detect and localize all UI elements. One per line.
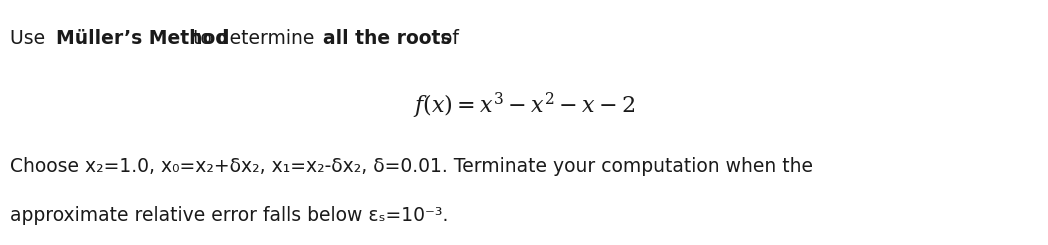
Text: Choose x₂=1.0, x₀=x₂+δx₂, x₁=x₂-δx₂, δ=0.01. Terminate your computation when the: Choose x₂=1.0, x₀=x₂+δx₂, x₁=x₂-δx₂, δ=0… (10, 157, 813, 176)
Text: Use: Use (10, 29, 51, 49)
Text: all the roots: all the roots (323, 29, 452, 49)
Text: approximate relative error falls below εₛ=10⁻³.: approximate relative error falls below ε… (10, 206, 449, 225)
Text: Müller’s Method: Müller’s Method (56, 29, 228, 49)
Text: of: of (435, 29, 459, 49)
Text: $f(x) = x^3 - x^2 - x - 2$: $f(x) = x^3 - x^2 - x - 2$ (413, 91, 635, 121)
Text: to determine: to determine (187, 29, 320, 49)
